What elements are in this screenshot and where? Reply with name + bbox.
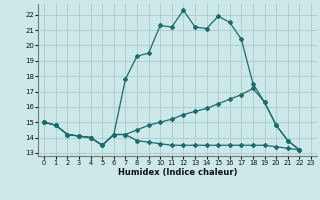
X-axis label: Humidex (Indice chaleur): Humidex (Indice chaleur) (118, 168, 237, 177)
